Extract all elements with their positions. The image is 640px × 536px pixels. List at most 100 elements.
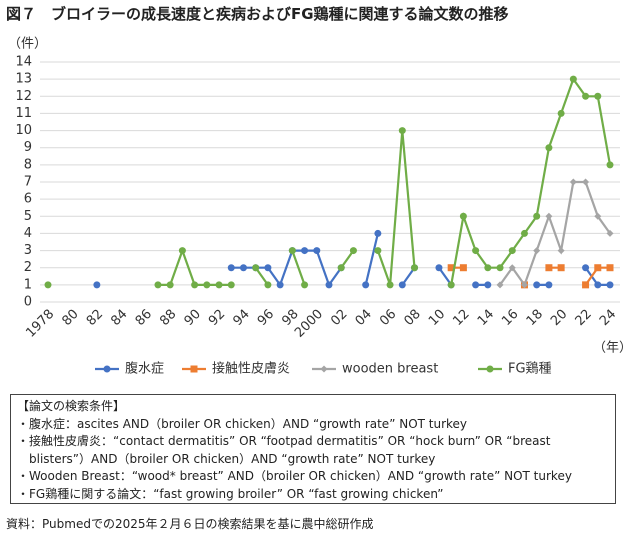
series-line [499,180,611,288]
marker [545,281,553,289]
marker [606,264,614,272]
y-tick-label: 1 [24,277,32,292]
marker [252,264,260,272]
marker [582,264,590,272]
marker [411,264,419,272]
x-tick-label: 20 [548,307,570,329]
condition-item: ・FG鶏種に関する論文：“fast growing broiler” OR “f… [17,486,444,501]
condition-item: ・接触性皮膚炎：“contact dermatitis” OR “footpad… [17,434,551,466]
source: 資料：Pubmedでの2025年２月６日の検索結果を基に農中総研作成 [6,517,374,531]
marker [472,281,480,289]
marker [447,281,455,289]
marker [484,281,492,289]
x-tick-label: 90 [182,307,204,329]
marker [472,247,480,255]
x-tick-label: 94 [230,307,252,329]
marker [496,264,504,272]
marker [594,264,602,272]
marker [398,127,406,135]
y-tick-label: 8 [24,157,32,172]
marker [166,281,174,289]
x-unit: （年） [593,341,632,356]
x-tick-label: 92 [206,307,228,329]
marker [594,281,602,289]
marker [374,247,382,255]
marker [301,281,309,289]
condition-heading: 【論文の検索条件】 [17,399,126,413]
marker [582,92,590,100]
x-tick-label: 08 [402,307,424,329]
marker [520,229,528,237]
x-tick-label: 84 [108,307,130,329]
series-line [231,233,610,288]
y-tick-label: 9 [24,140,32,155]
marker [103,365,111,373]
y-tick-label: 11 [15,106,32,121]
condition-item: ・Wooden Breast：“wood* breast” AND（broile… [17,469,572,483]
marker [227,281,235,289]
x-tick-label: 14 [475,307,497,329]
marker [301,247,309,255]
conditions-box: 【論文の検索条件】・腹水症：ascites AND（broiler OR chi… [10,394,616,504]
y-tick-label: 5 [24,209,32,224]
marker [435,264,443,272]
x-tick-label: 86 [133,307,155,329]
marker [582,178,590,186]
marker [215,281,223,289]
x-tick-label: 10 [426,307,448,329]
x-tick-label: 16 [499,307,521,329]
marker [178,247,186,255]
marker [374,229,382,237]
marker [239,264,247,272]
marker [508,264,516,272]
marker [264,264,272,272]
marker [154,281,162,289]
marker [594,92,602,100]
x-tick-label: 04 [353,307,375,329]
x-tick-label: 12 [450,307,472,329]
marker [398,281,406,289]
marker [533,212,541,220]
marker [606,229,614,237]
y-tick-label: 3 [24,243,32,258]
y-tick-label: 10 [15,123,32,138]
marker [606,281,614,289]
x-tick-label: 2000 [292,307,326,341]
marker [264,281,272,289]
y-unit: （件） [8,37,47,52]
marker [533,247,541,255]
marker [459,212,467,220]
marker [325,281,333,289]
x-tick-label: 22 [573,307,595,329]
y-tick-label: 6 [24,192,32,207]
marker [545,212,553,220]
marker [44,281,52,289]
marker [569,178,577,186]
x-tick-label: 96 [255,307,277,329]
marker [520,281,528,289]
marker [582,281,590,289]
marker [594,212,602,220]
marker [545,144,553,152]
y-tick-label: 7 [24,175,32,190]
marker [569,75,577,83]
condition-item: ・腹水症：ascites AND（broiler OR chicken）AND … [17,416,468,431]
x-tick-label: 80 [59,307,81,329]
x-tick-label: 82 [84,307,106,329]
marker [288,247,296,255]
x-tick-label: 02 [328,307,350,329]
y-tick-label: 0 [24,295,32,310]
marker [349,247,357,255]
marker [362,281,370,289]
legend-label: 接触性皮膚炎 [212,361,290,377]
marker [190,365,198,373]
legend-label: wooden breast [342,362,438,377]
x-tick-label: 1978 [23,307,57,341]
chart-title: 図７ ブロイラーの成長速度と疾病およびFG鶏種に関連する論文数の推移 [6,5,509,23]
x-tick-label: 24 [597,307,619,329]
marker [557,109,565,117]
marker [606,161,614,169]
marker [227,264,235,272]
marker [496,281,504,289]
